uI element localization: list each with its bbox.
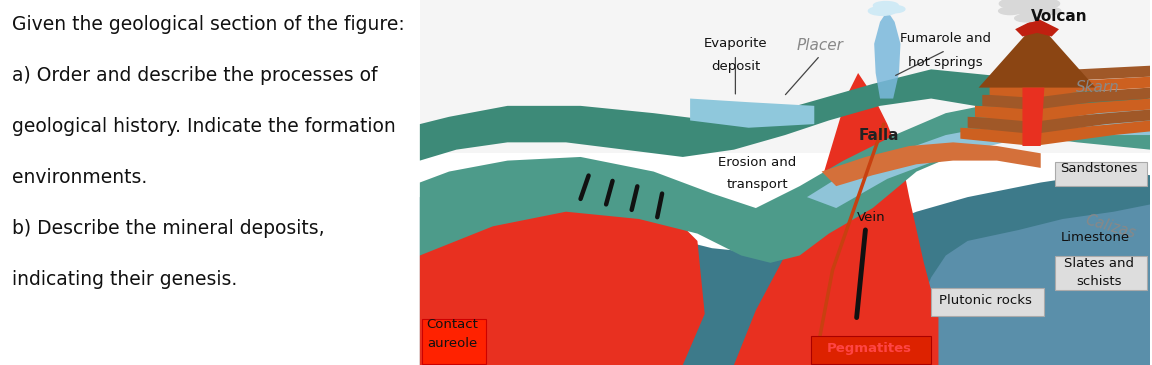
Text: Fumarole and: Fumarole and [900,32,991,45]
Text: Falla: Falla [858,127,899,143]
Text: a) Order and describe the processes of: a) Order and describe the processes of [12,66,377,85]
Text: hot springs: hot springs [909,55,983,69]
Text: Evaporite: Evaporite [704,37,767,50]
Text: Vein: Vein [857,211,886,224]
FancyBboxPatch shape [422,319,486,364]
Polygon shape [419,182,705,365]
Text: geological history. Indicate the formation: geological history. Indicate the formati… [12,117,395,136]
Text: Placer: Placer [797,38,843,53]
Circle shape [999,0,1031,9]
Text: environments.: environments. [12,168,146,187]
Polygon shape [983,88,1151,110]
Text: deposit: deposit [711,60,760,73]
Polygon shape [1015,18,1059,36]
Polygon shape [419,0,1151,153]
Polygon shape [419,99,1151,263]
Polygon shape [874,11,901,99]
Text: indicating their genesis.: indicating their genesis. [12,270,237,289]
Circle shape [1029,0,1060,8]
Polygon shape [808,106,1151,208]
Text: schists: schists [1076,275,1122,288]
Circle shape [1015,15,1038,22]
Text: Limestone: Limestone [1061,231,1130,245]
Text: transport: transport [727,178,788,191]
Polygon shape [975,99,1151,122]
FancyBboxPatch shape [811,336,931,364]
Text: Pegmatites: Pegmatites [827,342,911,355]
Polygon shape [968,110,1151,134]
Polygon shape [996,66,1151,86]
Text: Given the geological section of the figure:: Given the geological section of the figu… [12,15,404,34]
Circle shape [881,5,905,13]
Polygon shape [979,22,1096,88]
Polygon shape [917,204,1151,365]
Polygon shape [961,120,1151,146]
Text: Volcan: Volcan [1031,9,1087,24]
Text: Slates and: Slates and [1064,257,1135,270]
Circle shape [873,1,899,9]
Text: aureole: aureole [427,337,477,350]
Polygon shape [419,172,1151,365]
FancyBboxPatch shape [1055,162,1146,186]
FancyBboxPatch shape [1055,255,1146,290]
Text: Skarn: Skarn [1076,80,1120,95]
Polygon shape [734,73,939,365]
Polygon shape [1023,88,1045,146]
Circle shape [1016,7,1044,15]
FancyBboxPatch shape [931,288,1045,316]
Circle shape [869,7,896,15]
Text: Calizas: Calizas [1083,213,1137,241]
Polygon shape [821,142,1040,186]
Polygon shape [690,99,814,128]
Circle shape [1010,0,1048,2]
Circle shape [1038,7,1061,15]
Circle shape [999,7,1022,15]
Polygon shape [990,77,1151,98]
Text: Plutonic rocks: Plutonic rocks [940,293,1032,307]
Text: Contact: Contact [426,318,478,331]
Text: Sandstones: Sandstones [1061,162,1138,176]
Text: Erosion and: Erosion and [718,156,796,169]
Polygon shape [419,69,1151,161]
Text: b) Describe the mineral deposits,: b) Describe the mineral deposits, [12,219,324,238]
